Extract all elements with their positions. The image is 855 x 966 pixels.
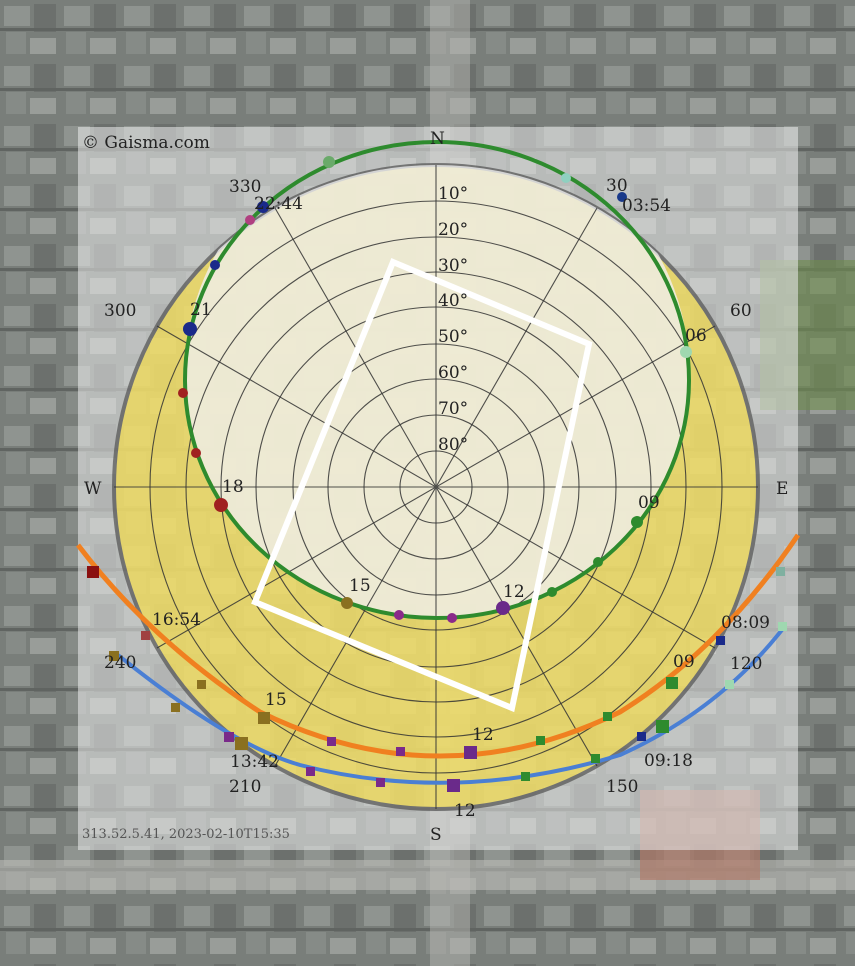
equinox-sun-path <box>76 533 801 759</box>
winter-hour-label: 12 <box>454 801 476 821</box>
summer-hour-label: 12 <box>503 582 525 602</box>
equinox-sunrise-label: 08:09 <box>721 613 770 633</box>
azimuth-spokes <box>114 165 758 809</box>
elevation-label: 80° <box>438 435 468 455</box>
building-outline <box>251 258 593 713</box>
elevation-label: 10° <box>438 184 468 204</box>
summer-hour-label: 18 <box>222 477 244 497</box>
elevation-label: 30° <box>438 256 468 276</box>
summer-hour-label: 15 <box>349 576 371 596</box>
equinox-hour-label: 09 <box>673 652 695 672</box>
azimuth-label: 240 <box>104 653 136 673</box>
azimuth-label: 30 <box>606 176 628 196</box>
elevation-label: 20° <box>438 220 468 240</box>
summer-sunrise-label: 03:54 <box>622 196 671 216</box>
copyright-label: © Gaisma.com <box>82 133 210 153</box>
winter-sun-path <box>109 622 787 792</box>
compass-north-label: N <box>430 129 445 149</box>
winter-sunrise-label: 09:18 <box>644 751 693 771</box>
summer-hour-label: 21 <box>190 300 212 320</box>
summer-sky-region <box>185 165 689 618</box>
summer-sunset-label: 22:44 <box>254 194 303 214</box>
compass-south-label: S <box>430 825 442 845</box>
equinox-hour-label: 12 <box>472 725 494 745</box>
equinox-sunset-label: 16:54 <box>152 610 201 630</box>
elevation-label: 60° <box>438 363 468 383</box>
summer-hour-label: 06 <box>685 326 707 346</box>
compass-west-label: W <box>84 479 102 499</box>
elevation-label: 50° <box>438 327 468 347</box>
compass-east-label: E <box>776 479 788 499</box>
elevation-label: 70° <box>438 399 468 419</box>
winter-sunset-label: 13:42 <box>230 752 279 772</box>
summer-sun-path <box>178 140 692 623</box>
azimuth-label: 150 <box>606 777 638 797</box>
azimuth-label: 120 <box>730 654 762 674</box>
footer-coordinates: 313.52.5.41, 2023-02-10T15:35 <box>82 827 290 842</box>
azimuth-label: 60 <box>730 301 752 321</box>
equinox-hour-label: 15 <box>265 690 287 710</box>
azimuth-label: 300 <box>104 301 136 321</box>
elevation-label: 40° <box>438 291 468 311</box>
azimuth-label: 210 <box>229 777 261 797</box>
summer-hour-label: 09 <box>638 493 660 513</box>
azimuth-label: 330 <box>229 177 261 197</box>
